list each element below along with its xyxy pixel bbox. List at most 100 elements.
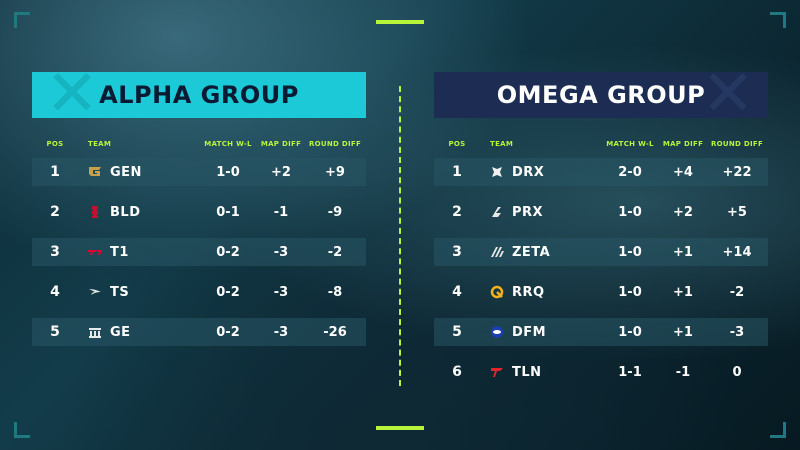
row-map: -3 xyxy=(273,324,289,340)
table-row: 3 ZETA 1-0 +1 +14 xyxy=(434,238,768,266)
row-match: 2-0 xyxy=(618,164,642,180)
table-row: 1 GEN 1-0 +2 +9 xyxy=(32,158,366,186)
corner-bottom-left xyxy=(14,422,30,438)
top-accent-bar xyxy=(376,20,424,24)
row-team: GEN xyxy=(78,165,198,180)
row-match: 1-0 xyxy=(618,284,642,300)
table-row: 6 TLN 1-1 -1 0 xyxy=(434,358,768,386)
table-row: 4 RRQ 1-0 +1 -2 xyxy=(434,278,768,306)
row-map: +4 xyxy=(673,164,693,180)
alpha-group-table: ✕ ALPHA GROUP POS TEAM MATCH W-L MAP DIF… xyxy=(32,72,366,346)
t1-logo-icon xyxy=(88,245,102,259)
row-map: +1 xyxy=(673,324,693,340)
row-match: 0-2 xyxy=(216,244,240,260)
ge-logo-icon xyxy=(88,325,102,339)
row-team: ZETA xyxy=(480,245,600,260)
row-pos: 1 xyxy=(452,164,462,180)
row-round: +5 xyxy=(727,204,747,220)
header-team: TEAM xyxy=(88,140,112,148)
table-header: POS TEAM MATCH W-L MAP DIFF ROUND DIFF xyxy=(32,134,366,154)
row-round: +9 xyxy=(325,164,345,180)
gen-logo-icon xyxy=(88,165,102,179)
header-round: ROUND DIFF xyxy=(308,140,362,148)
row-pos: 1 xyxy=(50,164,60,180)
row-round: -2 xyxy=(729,284,745,300)
row-pos: 5 xyxy=(50,324,60,340)
row-pos: 4 xyxy=(50,284,60,300)
row-map: +2 xyxy=(673,204,693,220)
row-team: BLD xyxy=(78,205,198,220)
row-round: +22 xyxy=(722,164,752,180)
tln-logo-icon xyxy=(490,365,504,379)
table-row: 4 TS 0-2 -3 -8 xyxy=(32,278,366,306)
row-match: 1-0 xyxy=(618,324,642,340)
omega-group-table: ✕ OMEGA GROUP POS TEAM MATCH W-L MAP DIF… xyxy=(434,72,768,386)
row-pos: 4 xyxy=(452,284,462,300)
header-map: MAP DIFF xyxy=(260,140,302,148)
team-name: GE xyxy=(110,324,131,340)
team-name: TLN xyxy=(512,364,542,380)
omega-group-banner: ✕ OMEGA GROUP xyxy=(434,72,768,118)
row-round: +14 xyxy=(722,244,752,260)
x-mark-icon: ✕ xyxy=(45,72,99,118)
header-match: MATCH W-L xyxy=(204,140,252,148)
header-match: MATCH W-L xyxy=(606,140,654,148)
table-header: POS TEAM MATCH W-L MAP DIFF ROUND DIFF xyxy=(434,134,768,154)
row-map: -1 xyxy=(273,204,289,220)
team-name: TS xyxy=(110,284,130,300)
row-map: +1 xyxy=(673,284,693,300)
row-match: 0-2 xyxy=(216,284,240,300)
row-team: DFM xyxy=(480,325,600,340)
team-name: GEN xyxy=(110,164,142,180)
row-pos: 6 xyxy=(452,364,462,380)
row-round: -3 xyxy=(729,324,745,340)
table-row: 5 GE 0-2 -3 -26 xyxy=(32,318,366,346)
header-pos: POS xyxy=(46,140,64,148)
table-row: 2 BLD 0-1 -1 -9 xyxy=(32,198,366,226)
table-row: 1 DRX 2-0 +4 +22 xyxy=(434,158,768,186)
rrq-logo-icon xyxy=(490,285,504,299)
omega-group-title: OMEGA GROUP xyxy=(496,81,706,109)
bld-logo-icon xyxy=(88,205,102,219)
row-pos: 2 xyxy=(50,204,60,220)
row-team: DRX xyxy=(480,165,600,180)
row-map: +2 xyxy=(271,164,291,180)
prx-logo-icon xyxy=(490,205,504,219)
corner-bottom-right xyxy=(770,422,786,438)
row-pos: 3 xyxy=(452,244,462,260)
row-round: -9 xyxy=(327,204,343,220)
x-mark-icon: ✕ xyxy=(701,72,755,118)
row-team: PRX xyxy=(480,205,600,220)
team-name: DFM xyxy=(512,324,547,340)
row-team: T1 xyxy=(78,245,198,260)
header-team: TEAM xyxy=(490,140,514,148)
row-match: 1-0 xyxy=(618,204,642,220)
row-round: -26 xyxy=(323,324,347,340)
row-pos: 3 xyxy=(50,244,60,260)
row-match: 1-1 xyxy=(618,364,642,380)
table-row: 5 DFM 1-0 +1 -3 xyxy=(434,318,768,346)
row-team: GE xyxy=(78,325,198,340)
row-map: -3 xyxy=(273,244,289,260)
row-match: 1-0 xyxy=(216,164,240,180)
row-match: 0-2 xyxy=(216,324,240,340)
row-round: -8 xyxy=(327,284,343,300)
table-row: 2 PRX 1-0 +2 +5 xyxy=(434,198,768,226)
team-name: PRX xyxy=(512,204,544,220)
team-name: RRQ xyxy=(512,284,545,300)
table-row: 3 T1 0-2 -3 -2 xyxy=(32,238,366,266)
alpha-group-banner: ✕ ALPHA GROUP xyxy=(32,72,366,118)
team-name: DRX xyxy=(512,164,545,180)
row-round: 0 xyxy=(732,364,742,380)
team-name: ZETA xyxy=(512,244,551,260)
header-map: MAP DIFF xyxy=(662,140,704,148)
row-map: -1 xyxy=(675,364,691,380)
row-round: -2 xyxy=(327,244,343,260)
row-map: +1 xyxy=(673,244,693,260)
row-pos: 5 xyxy=(452,324,462,340)
drx-logo-icon xyxy=(490,165,504,179)
team-name: BLD xyxy=(110,204,141,220)
zeta-logo-icon xyxy=(490,245,504,259)
team-name: T1 xyxy=(110,244,129,260)
bottom-accent-bar xyxy=(376,426,424,430)
